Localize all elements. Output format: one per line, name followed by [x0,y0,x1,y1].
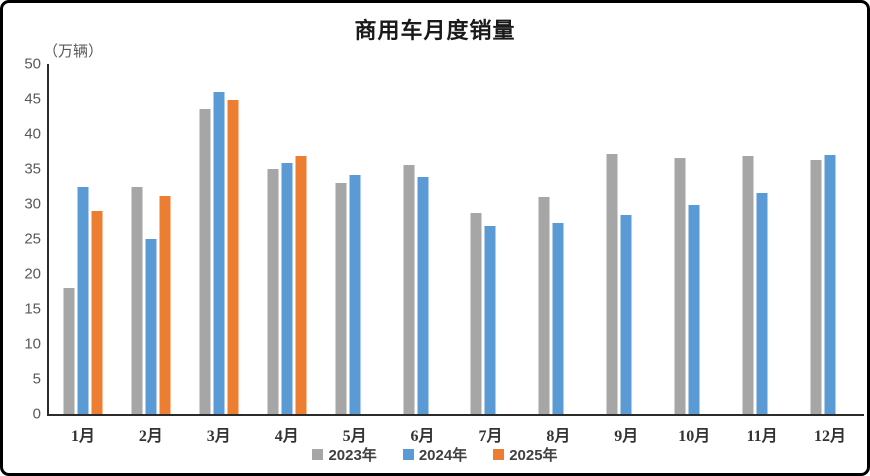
x-label-10月: 10月 [678,428,711,445]
bar-2023年-8月 [538,197,550,414]
bar-2023年-1月 [63,288,75,414]
bar-group-3月 [199,64,239,414]
x-label-7月: 7月 [478,428,503,445]
bar-2023年-6月 [403,164,415,414]
bar-2024年-9月 [620,214,632,414]
bar-group-11月 [742,64,782,414]
x-label-1月: 1月 [70,428,95,445]
y-tick-label-40: 40 [24,125,41,143]
legend-item-2025年: 2025年 [493,444,558,465]
y-tick-label-5: 5 [32,370,41,388]
legend-item-2023年: 2023年 [312,444,377,465]
legend-swatch-2024年 [402,449,414,460]
bar-group-4月 [267,64,307,414]
bar-2023年-2月 [131,186,143,414]
y-tick-label-35: 35 [24,160,41,178]
y-tick-label-20: 20 [24,265,41,283]
legend-label-2025年: 2025年 [509,447,558,464]
bar-2023年-10月 [674,157,686,414]
y-tick-label-0: 0 [32,405,41,423]
y-tick-label-30: 30 [24,195,41,213]
bar-2023年-4月 [267,169,279,414]
bar-2024年-2月 [145,239,157,414]
bar-2025年-1月 [91,211,103,414]
y-tick-label-50: 50 [24,55,41,73]
bar-group-9月 [606,64,646,414]
chart-legend: 2023年 2024年 2025年 [3,444,867,465]
bar-2023年-7月 [470,213,482,414]
legend-swatch-2025年 [493,449,505,460]
x-label-9月: 9月 [614,428,639,445]
legend-label-2023年: 2023年 [328,447,377,464]
y-tick-label-10: 10 [24,335,41,353]
y-tick-label-25: 25 [24,230,41,248]
bar-group-5月 [335,64,374,414]
bar-2025年-4月 [295,155,307,414]
legend-swatch-2023年 [312,449,324,460]
bar-group-7月 [470,64,510,414]
x-label-3月: 3月 [206,428,231,445]
bar-2023年-5月 [335,183,347,414]
bar-2024年-12月 [824,155,836,414]
x-label-4月: 4月 [274,428,299,445]
x-label-12月: 12月 [814,428,847,445]
bar-2024年-4月 [281,163,293,414]
y-tick-label-15: 15 [24,300,41,318]
bar-group-8月 [538,64,578,414]
legend-item-2024年: 2024年 [402,444,468,465]
bar-group-1月 [63,64,103,414]
bar-2024年-10月 [688,204,700,414]
bar-2024年-1月 [77,186,89,414]
bar-2023年-11月 [742,156,754,414]
bar-group-6月 [403,64,442,414]
bar-2024年-11月 [756,192,768,414]
y-tick-label-45: 45 [24,90,41,108]
bar-2025年-2月 [159,195,171,414]
plot-area: 0 5 10 15 20 25 30 35 40 45 50 1月 2月 3月 4月 5月 6月 7月 8月 9月 1… [24,57,864,445]
chart-title: 商用车月度销量 [354,18,516,43]
x-label-5月: 5月 [342,428,367,445]
bar-group-10月 [674,64,714,414]
bar-2024年-5月 [349,174,361,414]
bar-2023年-12月 [810,159,822,414]
bar-2024年-3月 [213,92,225,414]
x-label-11月: 11月 [746,428,778,445]
x-label-6月: 6月 [410,428,435,445]
bar-group-2月 [131,64,171,414]
bar-2025年-3月 [227,100,239,414]
bar-2023年-3月 [199,108,211,414]
bar-2024年-6月 [417,177,429,414]
y-axis-unit-label: （万辆） [43,44,104,60]
bar-group-12月 [810,64,850,414]
x-label-8月: 8月 [546,428,571,445]
bar-2024年-8月 [552,222,564,414]
bar-2024年-7月 [484,226,496,414]
x-label-2月: 2月 [138,428,163,445]
bar-2023年-9月 [606,153,618,414]
legend-label-2024年: 2024年 [418,447,468,464]
